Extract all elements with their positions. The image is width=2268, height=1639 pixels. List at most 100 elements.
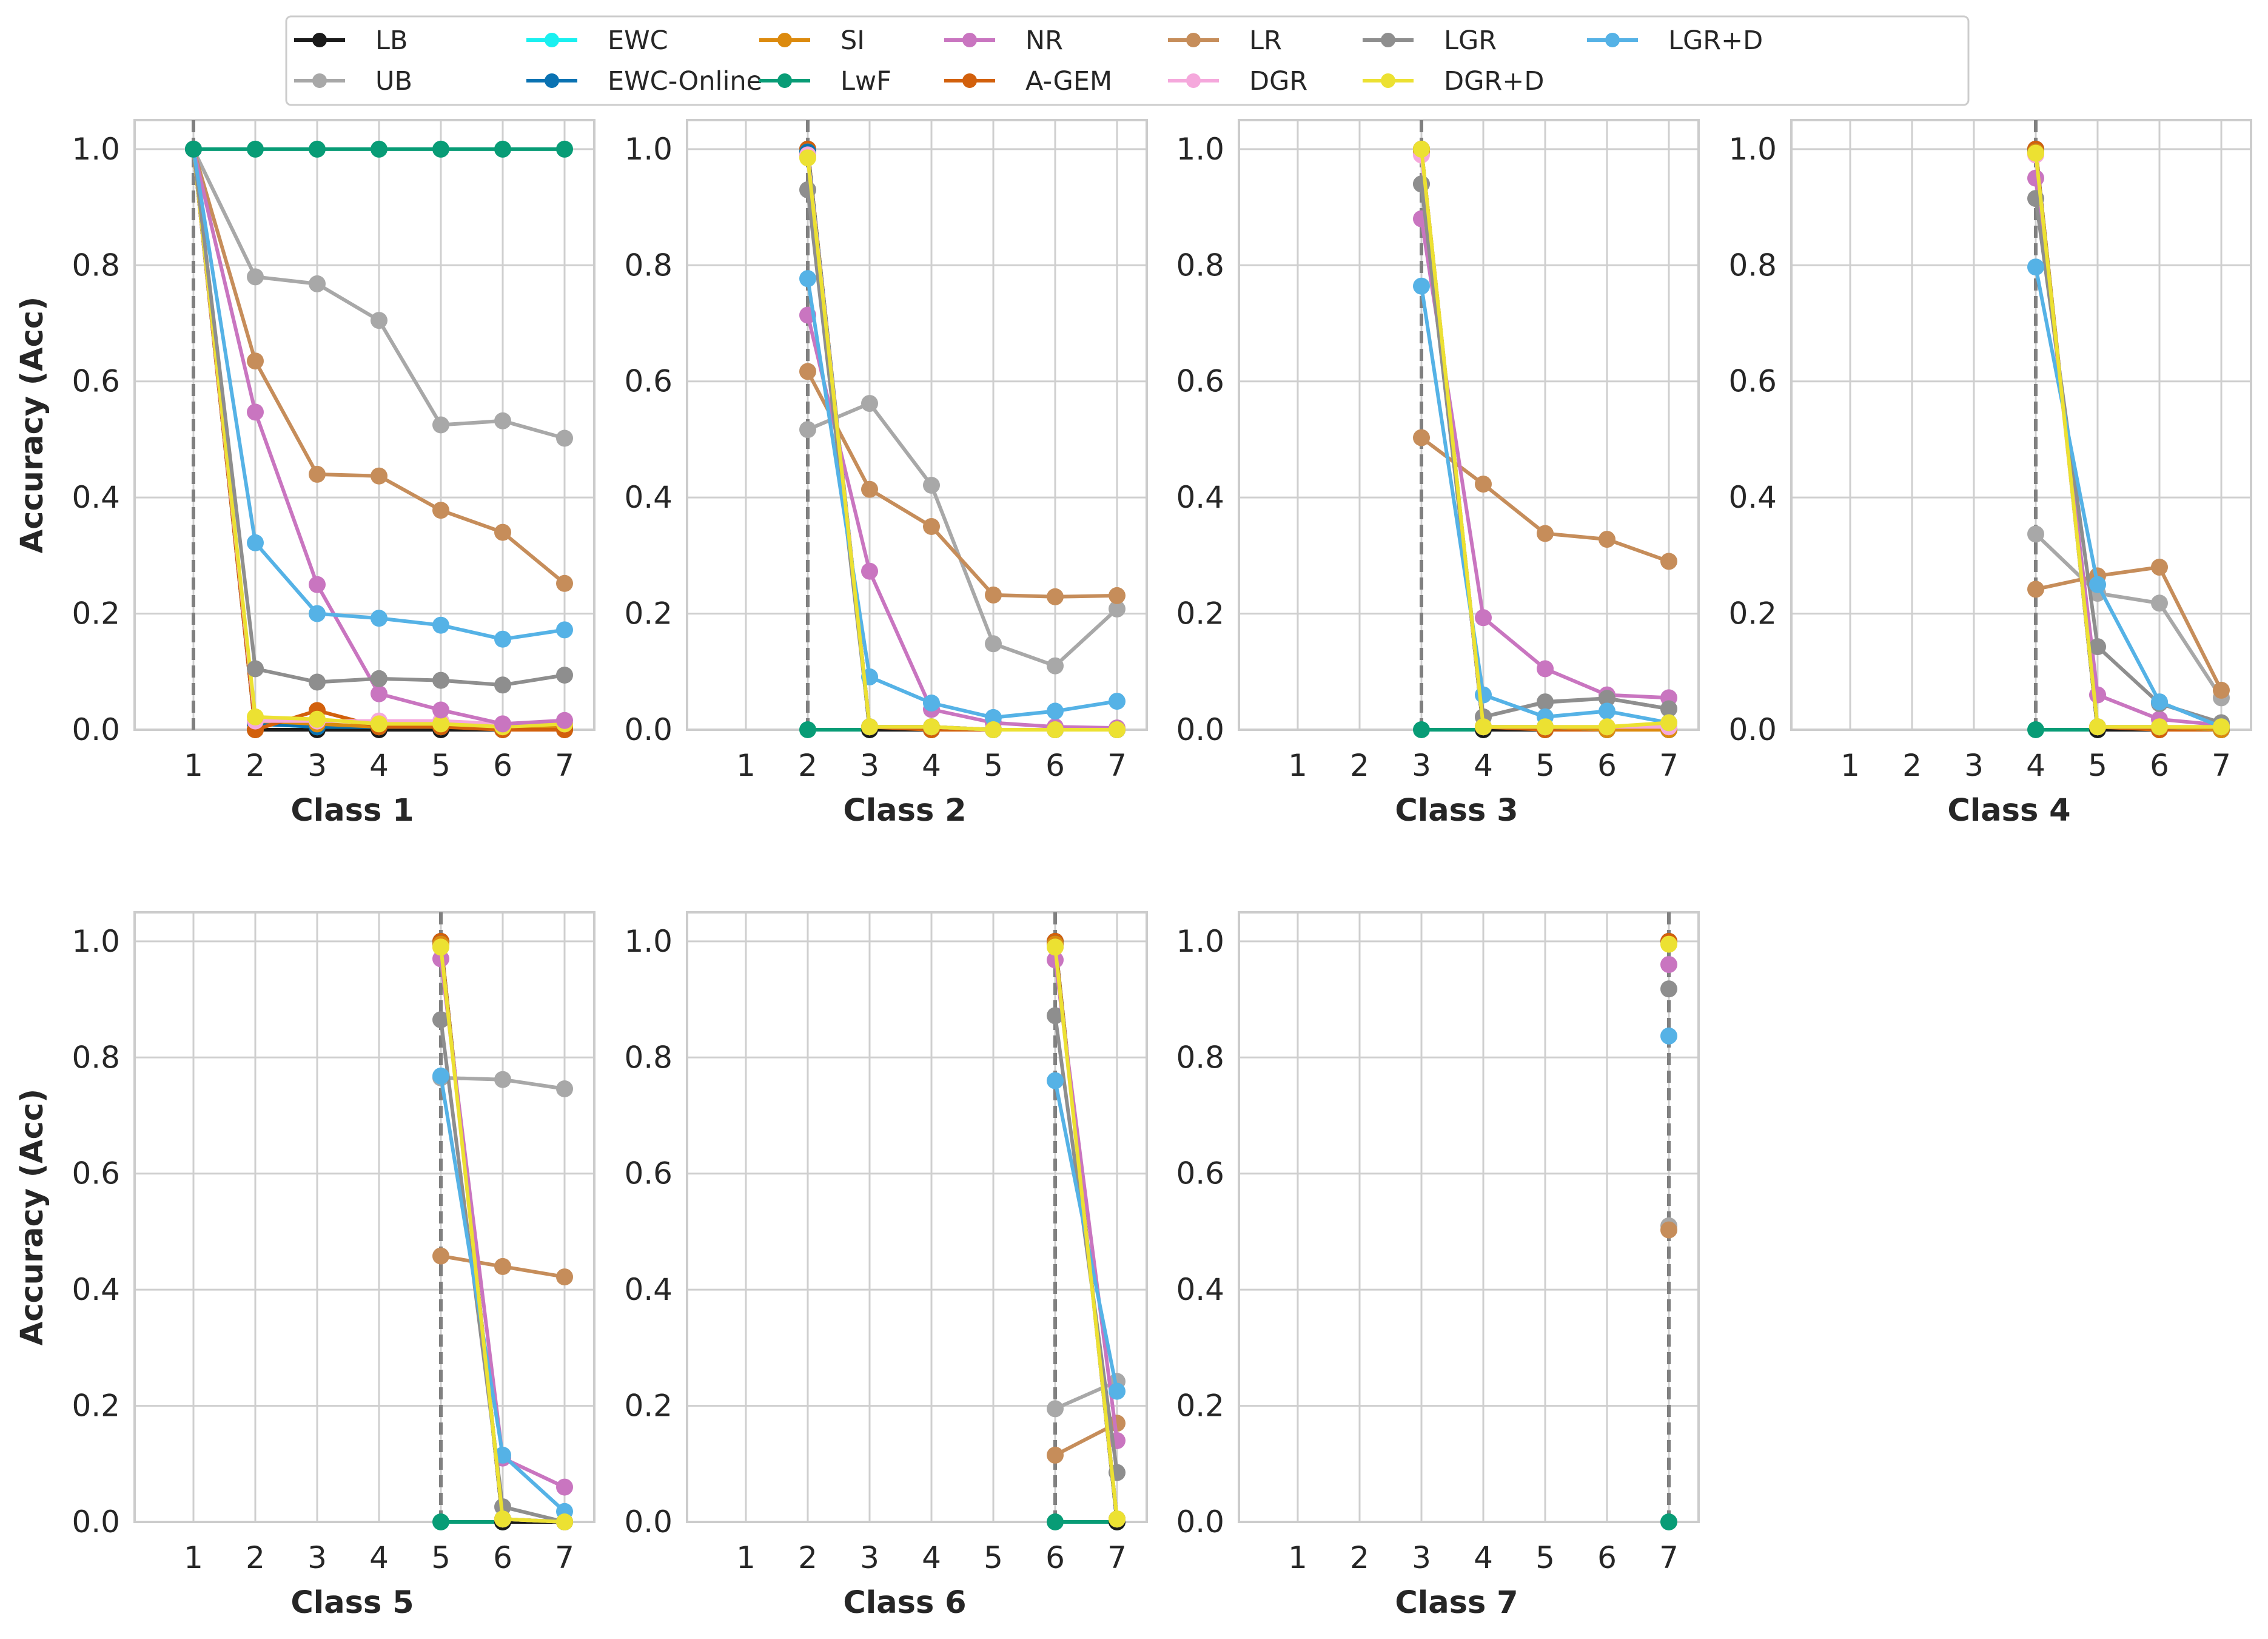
x-tick-label: 7 <box>1107 1540 1127 1575</box>
series-lr <box>432 1247 573 1286</box>
data-point <box>1599 690 1615 707</box>
data-point <box>247 268 264 286</box>
legend-entry-lgr-plus-d: LGR+D <box>1587 25 1763 56</box>
data-point <box>247 140 264 158</box>
data-point <box>799 363 816 380</box>
y-tick-label: 0.4 <box>624 480 673 515</box>
data-point <box>432 701 449 719</box>
legend-label: LB <box>375 25 408 56</box>
y-tick-label: 0.4 <box>1176 1272 1224 1307</box>
data-point <box>923 718 940 736</box>
y-tick-label: 0.6 <box>624 1156 673 1191</box>
plot-area <box>135 912 594 1522</box>
data-point <box>371 140 388 158</box>
y-tick-labels: 0.0 0.2 0.4 0.6 0.8 1.0 <box>1176 132 1224 747</box>
data-point <box>985 708 1002 726</box>
data-point <box>494 1446 511 1464</box>
plot-area <box>687 120 1147 730</box>
data-point <box>494 630 511 648</box>
data-point <box>371 715 388 733</box>
y-tick-label: 0.0 <box>1176 712 1224 747</box>
y-tick-label: 0.2 <box>1176 596 1224 631</box>
x-tick-labels: 1 2 3 4 5 6 7 <box>736 748 1127 783</box>
legend-entry-ub: UB <box>294 66 412 96</box>
data-point <box>494 1510 511 1528</box>
legend-label: SI <box>840 25 865 56</box>
series-lgr-plus-d <box>432 1067 573 1520</box>
series-lr <box>1660 1221 1677 1239</box>
legend-entry-a-gem: A-GEM <box>944 66 1112 96</box>
data-point <box>1047 702 1064 720</box>
x-tick-label: 5 <box>1535 1540 1555 1575</box>
legend-label: LGR+D <box>1668 25 1763 56</box>
x-tick-label: 2 <box>246 1540 265 1575</box>
data-point <box>2213 718 2230 736</box>
data-point <box>1047 1400 1064 1418</box>
x-tick-label: 2 <box>1350 1540 1369 1575</box>
data-point <box>371 685 388 702</box>
legend-label: DGR <box>1249 66 1307 96</box>
data-point <box>1537 525 1554 542</box>
data-point <box>923 477 940 494</box>
series-group <box>799 140 1126 738</box>
data-point <box>1660 700 1677 718</box>
x-tick-label: 4 <box>922 1540 941 1575</box>
grid <box>1791 120 2251 731</box>
series-lr <box>1413 429 1677 570</box>
series-dgr-plus-d <box>1047 938 1126 1528</box>
x-tick-label: 4 <box>1474 748 1493 783</box>
data-point <box>2027 144 2044 162</box>
x-tick-labels: 1 2 3 4 5 6 7 <box>184 748 574 783</box>
data-point <box>1109 721 1126 738</box>
series-lr <box>185 140 573 592</box>
y-tick-label: 0.0 <box>1728 712 1777 747</box>
x-tick-label: 6 <box>1597 748 1617 783</box>
x-tick-label: 5 <box>431 748 451 783</box>
data-point <box>1109 587 1126 604</box>
legend-marker <box>312 33 327 47</box>
x-tick-label: 6 <box>1045 1540 1065 1575</box>
plot-area <box>687 912 1147 1522</box>
legend-entry-dgr-plus-d: DGR+D <box>1363 66 1544 96</box>
data-point <box>1475 718 1492 736</box>
y-tick-label: 0.6 <box>72 1156 120 1191</box>
data-point <box>1413 277 1430 295</box>
data-point <box>556 429 573 447</box>
legend-entry-dgr: DGR <box>1168 66 1307 96</box>
plot-frame <box>133 911 596 1523</box>
series-line <box>2034 153 2221 729</box>
y-tick-label: 0.6 <box>72 364 120 399</box>
legend-entry-ewc-online: EWC-Online <box>526 66 762 96</box>
legend-marker <box>312 73 327 88</box>
y-tick-label: 0.6 <box>1176 1156 1224 1191</box>
data-point <box>799 149 816 167</box>
y-axis-title: Accuracy (Acc) <box>15 1089 50 1346</box>
data-point <box>432 938 449 956</box>
legend-marker <box>1186 33 1201 47</box>
x-tick-label: 6 <box>1045 748 1065 783</box>
data-point <box>799 421 816 439</box>
legend: LB UB EWC EWC-Online SI LwF NR A-GEM LR DGR LGR DGR… <box>285 15 1970 106</box>
x-tick-labels: 1 2 3 4 5 6 7 <box>736 1540 1127 1575</box>
data-point <box>494 676 511 694</box>
y-tick-labels: 0.0 0.2 0.4 0.6 0.8 1.0 <box>1728 132 1777 747</box>
y-tick-label: 1.0 <box>72 924 120 959</box>
series-group <box>432 932 573 1530</box>
data-point <box>2089 576 2106 593</box>
data-point <box>432 1247 449 1265</box>
x-axis-title: Class 7 <box>1395 1585 1518 1621</box>
data-point <box>1109 1382 1126 1400</box>
data-point <box>309 673 326 691</box>
plot-area <box>1239 912 1699 1522</box>
data-point <box>1047 1072 1064 1089</box>
data-point <box>1537 718 1554 736</box>
x-tick-label: 4 <box>369 1540 389 1575</box>
data-point <box>556 1080 573 1097</box>
data-point <box>309 140 326 158</box>
y-tick-label: 0.6 <box>1728 364 1777 399</box>
data-point <box>1109 693 1126 710</box>
data-point <box>1660 935 1677 953</box>
legend-entry-ewc: EWC <box>526 25 668 56</box>
x-tick-label: 6 <box>2150 748 2169 783</box>
data-point <box>1475 609 1492 627</box>
